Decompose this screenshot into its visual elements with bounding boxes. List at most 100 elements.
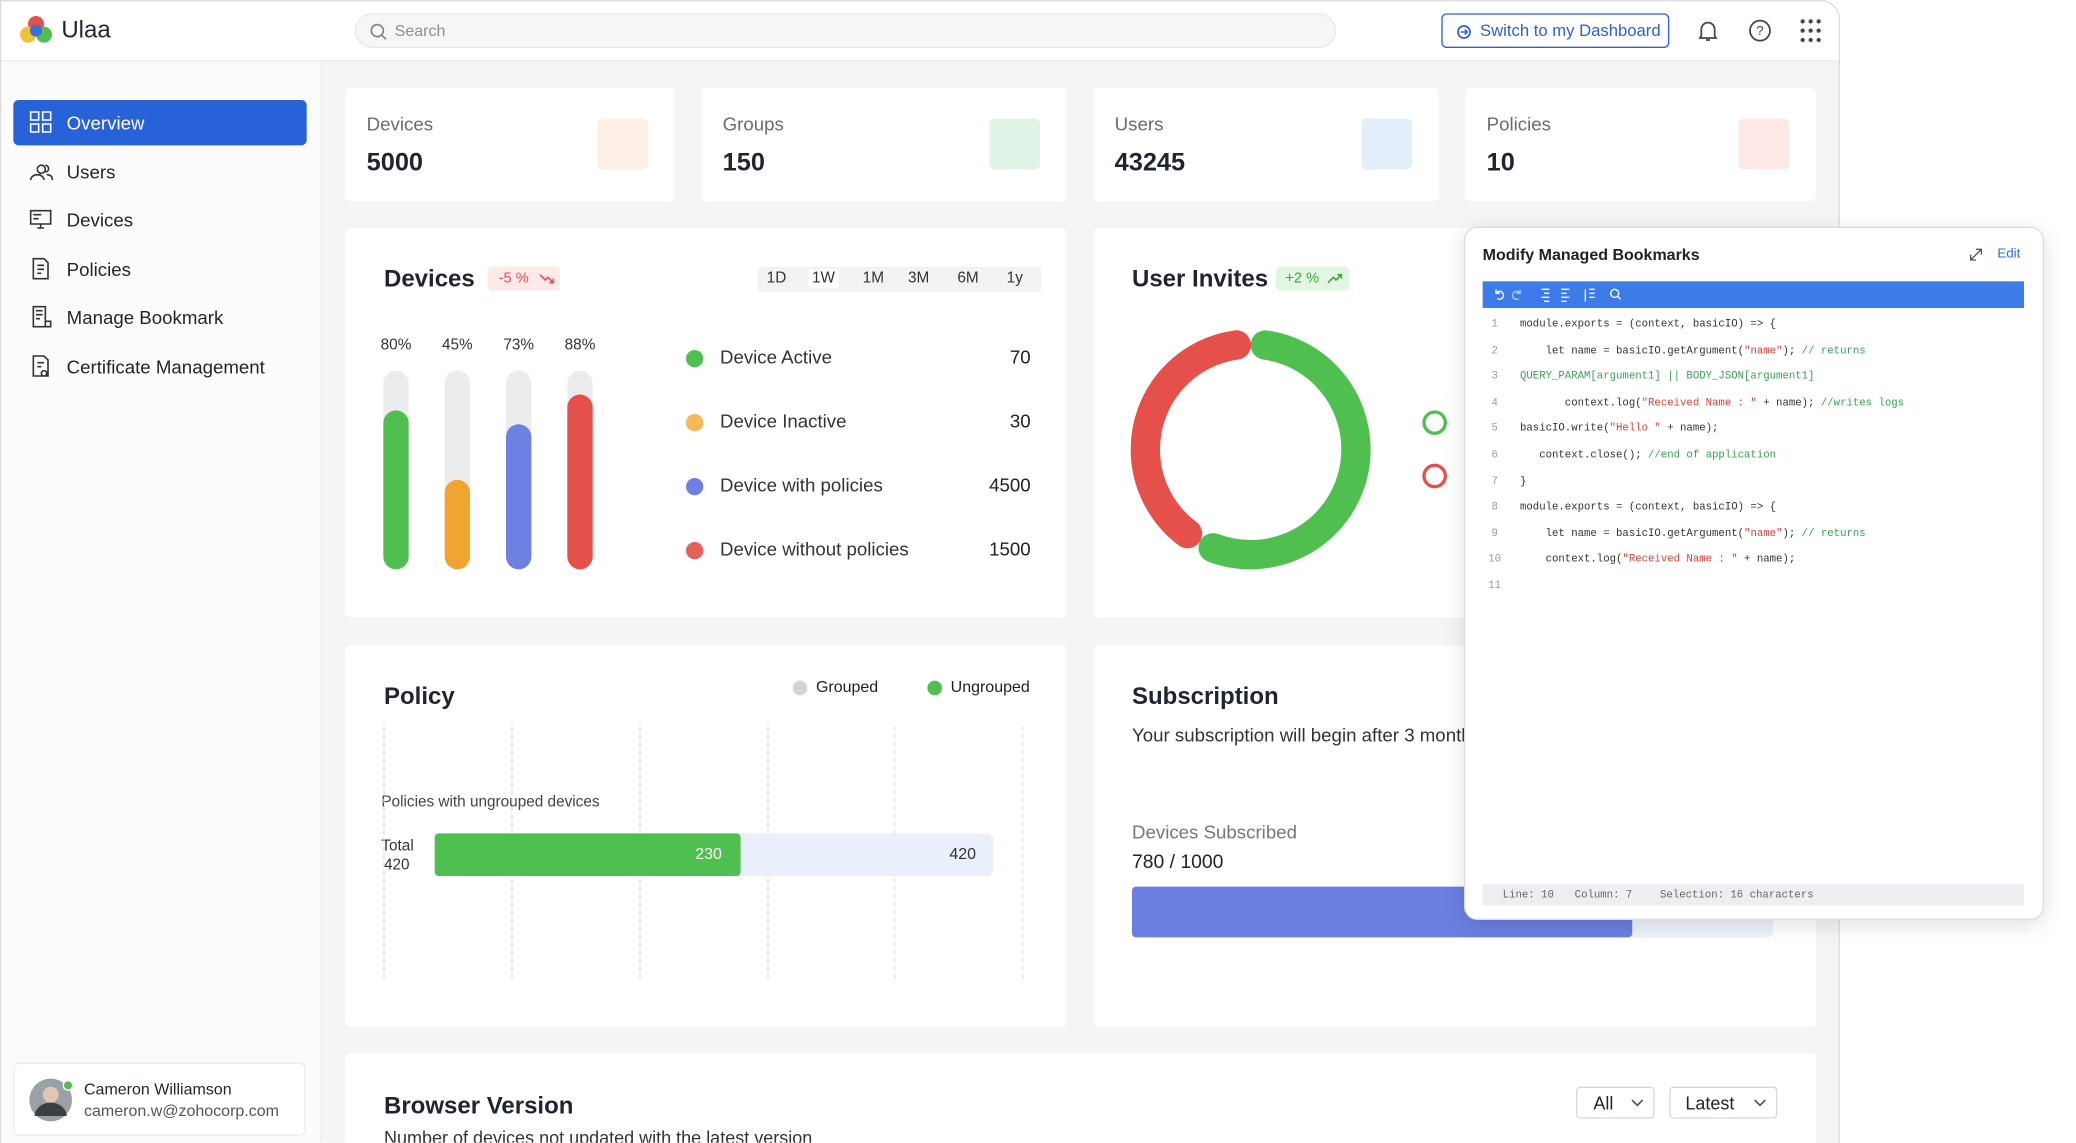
search-placeholder: Search <box>394 21 446 40</box>
line-number: 3 <box>1491 370 1498 383</box>
legend-count: 1500 <box>989 539 1031 560</box>
nav-icon-path <box>29 163 54 180</box>
range-tab[interactable]: 1D <box>766 270 787 287</box>
nav-icon-path <box>32 306 52 328</box>
card-title: Policy <box>383 682 455 710</box>
nav-item[interactable]: Manage Bookmark <box>13 295 306 340</box>
stat-icon <box>1361 118 1412 170</box>
legend-dot <box>792 680 808 696</box>
code-token: + name); <box>1756 397 1821 410</box>
legend-name: Device Inactive <box>720 411 847 432</box>
legend-count: 30 <box>1010 411 1031 432</box>
code-line: context.log("Received Name : " + name); <box>1520 553 1796 566</box>
bell-icon[interactable] <box>1698 21 1718 41</box>
bar <box>444 479 470 570</box>
code-token: //end of application <box>1648 449 1777 462</box>
range-tab[interactable]: 1M <box>862 270 884 287</box>
nav-icon <box>29 163 54 180</box>
editor-toolbar <box>1482 281 2024 308</box>
search-icon <box>370 23 387 40</box>
nav-icon <box>32 306 52 328</box>
range-tab[interactable]: 3M <box>907 270 930 287</box>
bar-value: 230 <box>695 846 722 863</box>
legend-name: Device with policies <box>720 475 883 496</box>
legend-dot <box>685 349 704 368</box>
nav-item[interactable]: Certificate Management <box>13 344 306 389</box>
line-number: 2 <box>1491 344 1498 357</box>
user-card[interactable]: Cameron Williamson cameron.w@zohocorp.co… <box>13 1062 306 1136</box>
sidebar <box>1 61 322 1143</box>
filter-dropdown[interactable]: Latest <box>1669 1086 1778 1119</box>
bar <box>505 424 532 570</box>
avatar <box>29 1078 74 1122</box>
stat-label: Devices <box>366 113 434 135</box>
nav-item[interactable]: Overview <box>13 99 307 146</box>
nav-icon-path <box>29 210 52 230</box>
devices-subscribed-value: 780 / 1000 <box>1131 851 1224 874</box>
legend-count: 4500 <box>989 475 1031 496</box>
code-token: + name); <box>1737 553 1796 566</box>
chevron <box>1754 1099 1766 1107</box>
nav-label: Users <box>66 160 116 183</box>
nav-item[interactable]: Policies <box>13 246 306 291</box>
popup-title: Modify Managed Bookmarks <box>1482 245 1700 264</box>
stat-value: 43245 <box>1114 149 1186 178</box>
bar <box>434 833 741 876</box>
legend-dot <box>685 541 704 560</box>
switch-dashboard-button[interactable]: Switch to my Dashboard <box>1441 13 1670 48</box>
code-token: basicIO.write( <box>1519 423 1610 436</box>
nav-icon <box>32 257 49 280</box>
bar-title: Policies with ungrouped devices <box>381 794 600 811</box>
range-tab[interactable]: 6M <box>957 270 979 287</box>
code-line: basicIO.write("Hello " + name); <box>1520 423 1718 435</box>
edit-link[interactable]: Edit <box>1997 246 2021 262</box>
nav-label: Devices <box>66 209 134 231</box>
user-email: cameron.w@zohocorp.com <box>83 1101 279 1120</box>
filter-dropdown[interactable]: All <box>1575 1086 1655 1119</box>
card-title: Subscription <box>1131 682 1279 710</box>
nav-icon-path <box>29 111 52 133</box>
bar-label: 80% <box>381 336 412 353</box>
code-token: module.exports = (context, basicIO) => { <box>1519 318 1777 331</box>
line-number: 8 <box>1491 501 1498 514</box>
code-token: let name = basicIO.getArgument( <box>1519 344 1745 357</box>
change-badge: -5 % <box>487 266 560 291</box>
browser-version-card: Browser Version Number of devices not up… <box>345 1053 1816 1143</box>
line-number: 9 <box>1491 527 1498 540</box>
nav-icon-path <box>32 355 49 377</box>
line-number: 11 <box>1488 579 1502 592</box>
code-token: "name" <box>1744 344 1783 357</box>
code-token: + name); <box>1660 423 1719 436</box>
legend-dot <box>685 413 704 432</box>
legend-dot <box>927 680 942 696</box>
logo <box>19 15 52 43</box>
legend-name: Grouped <box>816 679 878 696</box>
stat-label: Policies <box>1486 113 1551 135</box>
change-text: +2 % <box>1285 270 1320 287</box>
range-tab[interactable]: 1y <box>1006 270 1023 287</box>
help-icon[interactable]: ? <box>1749 19 1771 42</box>
card-title: Browser Version <box>383 1091 574 1119</box>
line-number: 4 <box>1491 397 1498 410</box>
change-badge: +2 % <box>1275 266 1350 291</box>
status-bar: Line: 10 Column: 7 Selection: 16 charact… <box>1482 883 2024 906</box>
bar-total: 420 <box>949 846 976 863</box>
stat-card: Devices 5000 <box>345 87 675 202</box>
code-token: ); <box>1782 527 1802 540</box>
expand-icon[interactable] <box>1969 248 1982 261</box>
code-line: context.close(); //end of application <box>1520 449 1776 461</box>
user-name: Cameron Williamson <box>83 1079 232 1099</box>
line-number: 5 <box>1491 423 1498 436</box>
code-token: ); <box>1782 344 1802 357</box>
code-line: context.log("Received Name : " + name); … <box>1520 397 1904 409</box>
nav-item[interactable]: Devices <box>13 198 306 243</box>
dropdown-label: Latest <box>1685 1093 1735 1114</box>
range-tab[interactable]: 1W <box>807 269 839 288</box>
toolbar-icons <box>1495 288 1622 302</box>
search-bar[interactable]: Search <box>354 13 1336 48</box>
bar <box>567 394 593 570</box>
svg-text:?: ? <box>1756 23 1763 38</box>
bar-label: 88% <box>565 336 596 353</box>
apps-icon[interactable] <box>1800 19 1821 43</box>
nav-item[interactable]: Users <box>13 149 306 194</box>
